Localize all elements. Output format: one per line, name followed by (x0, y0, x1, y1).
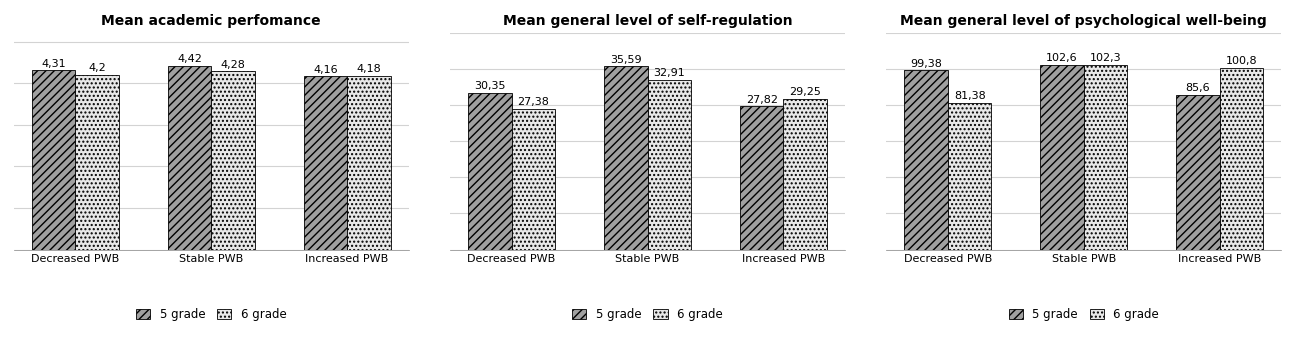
Bar (211, 71, 255, 249)
Text: 30,35: 30,35 (474, 82, 505, 91)
Bar (904, 70, 948, 249)
Text: 100,8: 100,8 (1225, 56, 1257, 66)
Title: Mean general level of psychological well-being: Mean general level of psychological well… (900, 14, 1268, 28)
Title: Mean academic perfomance: Mean academic perfomance (101, 14, 321, 28)
Bar (783, 99, 828, 249)
Text: 99,38: 99,38 (910, 59, 941, 69)
Text: 4,31: 4,31 (41, 59, 66, 68)
Text: 4,16: 4,16 (313, 65, 338, 75)
Bar (603, 66, 648, 249)
Text: 102,3: 102,3 (1089, 54, 1121, 63)
Bar (303, 76, 347, 249)
Text: 27,82: 27,82 (746, 95, 778, 104)
Bar (648, 80, 692, 249)
Bar (739, 106, 783, 249)
Text: 32,91: 32,91 (654, 68, 685, 78)
Bar (1040, 64, 1084, 249)
Legend: 5 grade, 6 grade: 5 grade, 6 grade (567, 303, 728, 326)
Text: 29,25: 29,25 (789, 87, 821, 97)
Bar (467, 93, 512, 249)
Bar (948, 103, 992, 249)
Bar (1176, 95, 1220, 249)
Text: 85,6: 85,6 (1186, 83, 1211, 94)
Text: 4,18: 4,18 (356, 64, 381, 74)
Title: Mean general level of self-regulation: Mean general level of self-regulation (502, 14, 793, 28)
Text: 4,42: 4,42 (177, 54, 202, 64)
Legend: 5 grade, 6 grade: 5 grade, 6 grade (131, 303, 291, 326)
Text: 102,6: 102,6 (1046, 53, 1077, 63)
Text: 27,38: 27,38 (518, 97, 549, 107)
Bar (168, 66, 211, 249)
Bar (1220, 68, 1263, 249)
Bar (1084, 65, 1127, 249)
Text: 4,2: 4,2 (88, 63, 106, 73)
Bar (75, 75, 119, 249)
Text: 4,28: 4,28 (220, 60, 245, 70)
Legend: 5 grade, 6 grade: 5 grade, 6 grade (1004, 303, 1164, 326)
Bar (32, 70, 75, 249)
Text: 35,59: 35,59 (610, 55, 641, 64)
Bar (347, 76, 391, 249)
Bar (512, 108, 556, 249)
Text: 81,38: 81,38 (954, 91, 985, 101)
